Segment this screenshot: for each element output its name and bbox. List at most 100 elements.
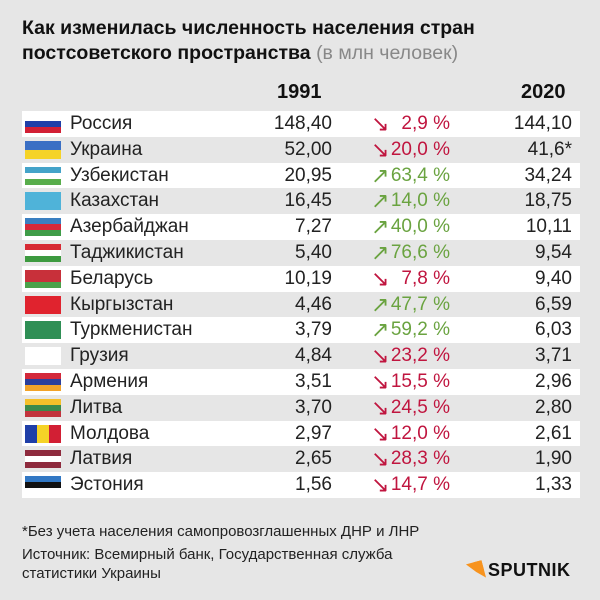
value-2020: 2,96 <box>535 370 572 392</box>
trend-up-icon: ↗ <box>371 162 390 188</box>
table-row: Азербайджан 7,27 ↗ 40,0 % 10,11 <box>22 214 580 240</box>
change-percent: 12,0 % <box>390 422 450 444</box>
change-percent: 40,0 % <box>390 216 450 238</box>
sputnik-logo-icon <box>465 559 487 582</box>
change-percent: 15,5 % <box>390 370 450 392</box>
trend-down-icon: ↘ <box>371 394 390 420</box>
table-row: Грузия 4,84 ↘ 23,2 % 3,71 <box>22 343 580 369</box>
value-1991: 3,51 <box>295 370 332 392</box>
value-2020: 9,54 <box>535 241 572 263</box>
table-row: Эстония 1,56 ↘ 14,7 % 1,33 <box>22 472 580 498</box>
table-row: Армения 3,51 ↘ 15,5 % 2,96 <box>22 368 580 395</box>
change-percent: 23,2 % <box>390 345 450 367</box>
trend-down-icon: ↘ <box>371 472 390 498</box>
flag-lithuania-icon <box>25 398 61 417</box>
country-name: Эстония <box>70 474 144 496</box>
flag-uzbekistan-icon <box>25 166 61 185</box>
value-2020: 3,71 <box>535 345 572 367</box>
value-2020: 34,24 <box>524 164 572 186</box>
country-name: Кыргызстан <box>70 293 174 315</box>
country-name: Грузия <box>70 345 129 367</box>
page-title: Как изменилась численность населения стр… <box>22 16 592 66</box>
trend-up-icon: ↗ <box>371 188 390 214</box>
column-header-1991: 1991 <box>277 81 322 103</box>
change-percent: 7,8 % <box>401 267 450 289</box>
trend-up-icon: ↗ <box>371 214 390 240</box>
table-row: Кыргызстан 4,46 ↗ 47,7 % 6,59 <box>22 291 580 318</box>
value-1991: 148,40 <box>273 113 332 134</box>
country-name: Молдова <box>70 422 150 444</box>
value-1991: 4,46 <box>295 293 332 315</box>
table-row: Россия 148,40 ↘ 2,9 % 144,10 <box>22 111 580 137</box>
country-name: Туркменистан <box>70 319 193 341</box>
flag-kazakhstan-icon <box>25 192 61 211</box>
value-1991: 2,97 <box>295 422 332 444</box>
country-name: Азербайджан <box>70 216 189 238</box>
flag-kyrgyzstan-icon <box>25 295 61 314</box>
country-name: Латвия <box>70 448 133 470</box>
change-percent: 24,5 % <box>390 396 450 418</box>
country-name: Узбекистан <box>70 164 169 186</box>
country-name: Казахстан <box>70 190 160 212</box>
value-2020: 6,03 <box>535 319 572 341</box>
sputnik-logo: SPUTNIK <box>465 559 571 582</box>
country-name: Литва <box>70 396 123 418</box>
value-2020: 2,80 <box>535 396 572 418</box>
table-row: Таджикистан 5,40 ↗ 76,6 % 9,54 <box>22 239 580 266</box>
table-row: Молдова 2,97 ↘ 12,0 % 2,61 <box>22 420 580 447</box>
flag-turkmenistan-icon <box>25 321 61 340</box>
table-row: Казахстан 16,45 ↗ 14,0 % 18,75 <box>22 188 580 215</box>
flag-moldova-icon <box>25 424 61 443</box>
country-name: Россия <box>70 113 133 134</box>
table-row: Узбекистан 20,95 ↗ 63,4 % 34,24 <box>22 162 580 189</box>
logo-text: SPUTNIK <box>488 560 571 580</box>
flag-latvia-icon <box>25 450 61 469</box>
table-row: Украина 52,00 ↘ 20,0 % 41,6* <box>22 136 580 163</box>
flag-georgia-icon <box>25 347 61 366</box>
value-1991: 2,65 <box>295 448 332 470</box>
trend-up-icon: ↗ <box>371 317 390 343</box>
value-1991: 52,00 <box>284 138 332 160</box>
trend-down-icon: ↘ <box>371 368 390 394</box>
trend-down-icon: ↘ <box>371 420 390 446</box>
title-unit: (в млн человек) <box>316 42 459 64</box>
flag-ukraine-icon <box>25 140 61 159</box>
value-1991: 4,84 <box>295 345 332 367</box>
column-header-2020: 2020 <box>521 81 566 103</box>
value-2020: 10,11 <box>525 216 572 238</box>
value-1991: 7,27 <box>295 216 332 238</box>
country-name: Армения <box>70 370 149 392</box>
value-1991: 16,45 <box>284 190 332 212</box>
table-row: Латвия 2,65 ↘ 28,3 % 1,90 <box>22 446 580 473</box>
value-2020: 9,40 <box>535 267 572 289</box>
country-name: Украина <box>70 138 143 160</box>
change-percent: 28,3 % <box>390 448 450 470</box>
change-percent: 14,0 % <box>390 190 450 212</box>
flag-russia-icon <box>25 115 61 133</box>
trend-up-icon: ↗ <box>371 239 390 265</box>
flag-armenia-icon <box>25 372 61 391</box>
change-percent: 47,7 % <box>390 293 450 315</box>
table-row: Беларусь 10,19 ↘ 7,8 % 9,40 <box>22 265 580 292</box>
country-name: Таджикистан <box>70 241 184 263</box>
trend-down-icon: ↘ <box>371 136 390 162</box>
value-1991: 3,79 <box>295 319 332 341</box>
change-percent: 59,2 % <box>390 319 450 341</box>
table-row: Литва 3,70 ↘ 24,5 % 2,80 <box>22 394 580 421</box>
value-2020: 1,90 <box>535 448 572 470</box>
value-1991: 10,19 <box>284 267 332 289</box>
flag-azerbaijan-icon <box>25 218 61 237</box>
value-2020: 144,10 <box>513 113 572 134</box>
change-percent: 14,7 % <box>390 474 450 496</box>
value-2020: 18,75 <box>524 190 572 212</box>
change-percent: 76,6 % <box>390 241 450 263</box>
flag-estonia-icon <box>25 476 61 495</box>
value-1991: 5,40 <box>295 241 332 263</box>
value-1991: 20,95 <box>284 164 332 186</box>
title-main: Как изменилась численность населения стр… <box>22 17 475 64</box>
flag-tajikistan-icon <box>25 243 61 262</box>
change-percent: 20,0 % <box>390 138 450 160</box>
value-1991: 3,70 <box>295 396 332 418</box>
value-2020: 6,59 <box>535 293 572 315</box>
change-percent: 63,4 % <box>390 164 450 186</box>
